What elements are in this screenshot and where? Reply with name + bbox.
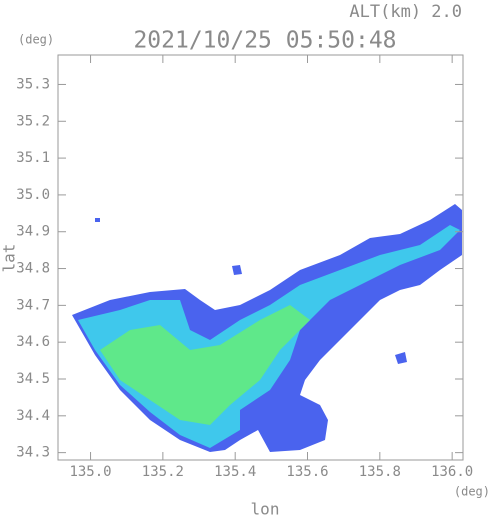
echo-strong	[100, 305, 310, 425]
x-axis-label: lon	[251, 500, 280, 519]
y-tick-label: 34.8	[16, 261, 50, 277]
echo-cell	[95, 218, 100, 222]
x-tick-label: 135.6	[286, 464, 328, 480]
y-tick-label: 34.7	[16, 297, 50, 313]
x-tick-label: 135.0	[69, 464, 111, 480]
x-tick-label: 135.4	[214, 464, 256, 480]
x-unit: (deg)	[454, 485, 490, 499]
y-tick-label: 35.1	[16, 150, 50, 166]
x-tick-label: 135.8	[359, 464, 401, 480]
y-axis-label: lat	[0, 244, 19, 273]
chart-title: 2021/10/25 05:50:48	[133, 28, 396, 54]
y-tick-label: 34.4	[16, 408, 50, 424]
y-unit: (deg)	[18, 33, 54, 47]
radar-echo	[72, 204, 462, 452]
y-tick-label: 35.2	[16, 113, 50, 129]
y-tick-label: 34.9	[16, 224, 50, 240]
y-tick-label: 34.6	[16, 334, 50, 350]
plot-frame	[57, 54, 464, 461]
altitude-label: ALT(km) 2.0	[349, 2, 462, 22]
echo-cell	[395, 352, 407, 364]
y-tick-label: 34.3	[16, 445, 50, 461]
echo-cell	[232, 265, 242, 275]
y-tick-label: 34.5	[16, 371, 50, 387]
y-tick-label: 35.3	[16, 76, 50, 92]
x-tick-label: 135.2	[142, 464, 184, 480]
x-tick-label: 136.0	[431, 464, 473, 480]
y-tick-label: 35.0	[16, 187, 50, 203]
